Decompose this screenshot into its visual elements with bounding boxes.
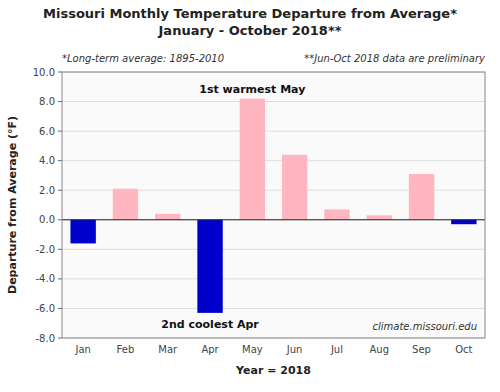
tick-label: 4.0 (39, 155, 55, 166)
tick-label: 8.0 (39, 96, 55, 107)
plot-area (62, 72, 485, 338)
tick-label: 2.0 (39, 185, 55, 196)
tick (58, 338, 62, 339)
grid-line (62, 160, 485, 161)
bar (282, 155, 307, 220)
tick-label: -6.0 (35, 303, 55, 314)
tick (58, 219, 62, 220)
tick-label: Jun (286, 344, 303, 355)
tick (58, 101, 62, 102)
tick-label: -4.0 (35, 273, 55, 284)
bar (70, 220, 95, 244)
watermark: climate.missouri.edu (373, 321, 477, 332)
bar (155, 214, 180, 220)
tick-label: 10.0 (33, 67, 55, 78)
bar (197, 220, 222, 313)
zero-line (62, 219, 485, 220)
tick (58, 190, 62, 191)
tick-label: Oct (455, 344, 472, 355)
plot-frame (62, 72, 485, 338)
tick-label: 0.0 (39, 214, 55, 225)
title: Missouri Monthly Temperature Departure f… (43, 6, 457, 21)
tick-label: Apr (201, 344, 219, 355)
annotation: 2nd coolest Apr (161, 318, 259, 331)
tick (58, 72, 62, 73)
tick-label: Sep (412, 344, 431, 355)
bars (70, 99, 476, 313)
subtitle: *Long-term average: 1895-2010 (62, 53, 224, 64)
bar (113, 189, 138, 220)
tick-label: Mar (158, 344, 178, 355)
tick-label: Jul (330, 344, 343, 355)
axis-label: Year = 2018 (235, 364, 311, 377)
bar (324, 209, 349, 219)
subtitle: **Jun-Oct 2018 data are preliminary (304, 53, 486, 64)
tick (58, 131, 62, 132)
bar (451, 220, 476, 224)
grid-line (62, 219, 485, 220)
tick-label: Feb (117, 344, 135, 355)
chart: Missouri Monthly Temperature Departure f… (0, 0, 500, 392)
tick (58, 308, 62, 309)
tick-label: Aug (369, 344, 389, 355)
grid-line (62, 101, 485, 102)
grid-line (62, 131, 485, 132)
tick (58, 278, 62, 279)
tick-label: -8.0 (35, 333, 55, 344)
grid-line (62, 278, 485, 279)
annotation: 1st warmest May (199, 83, 305, 96)
bar (240, 99, 265, 220)
tick-label: -2.0 (35, 244, 55, 255)
tick-label: 6.0 (39, 126, 55, 137)
tick (58, 160, 62, 161)
bar (409, 174, 434, 220)
grid-line (62, 249, 485, 250)
tick-label: Jan (74, 344, 90, 355)
tick (58, 249, 62, 250)
axis-label: Departure from Average (°F) (6, 116, 19, 294)
tick-label: May (242, 344, 263, 355)
title: January - October 2018** (158, 23, 342, 38)
grid-line (62, 308, 485, 309)
bar (367, 215, 392, 219)
